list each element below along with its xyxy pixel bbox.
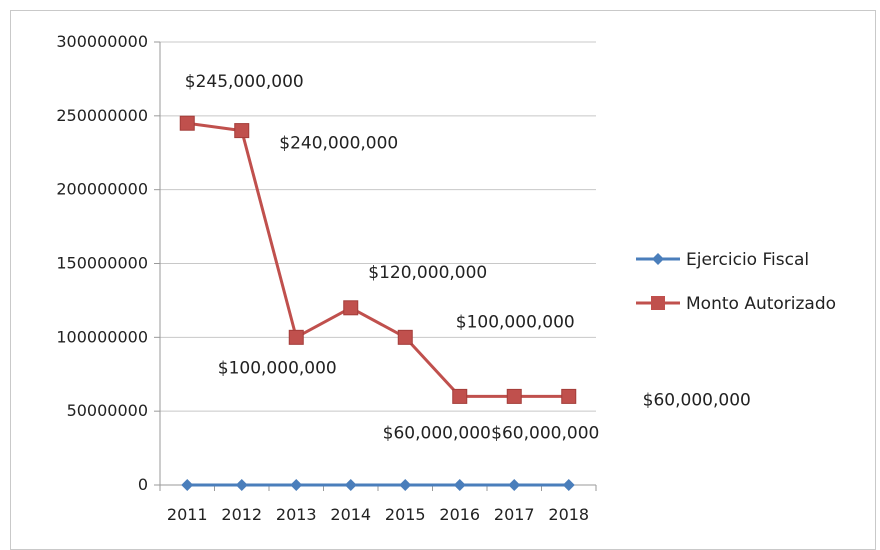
data-label: $60,000,000 — [491, 423, 599, 443]
series-line — [187, 121, 569, 398]
y-tick-label: 300000000 — [56, 32, 148, 51]
x-tick-label: 2016 — [439, 505, 480, 524]
x-tick-label: 2017 — [494, 505, 535, 524]
data-label: $100,000,000 — [218, 358, 337, 378]
y-tick-label: 250000000 — [56, 106, 148, 125]
data-point-square — [452, 388, 468, 404]
chart-frame — [10, 10, 876, 550]
x-tick-label: 2012 — [221, 505, 262, 524]
y-tick-label: 0 — [138, 475, 148, 494]
data-point-square — [179, 115, 195, 131]
x-tick-label: 2013 — [276, 505, 317, 524]
x-tick-label: 2018 — [548, 505, 589, 524]
legend-label: Ejercicio Fiscal — [686, 250, 809, 270]
data-label: $120,000,000 — [368, 263, 487, 283]
data-point-square — [343, 300, 359, 316]
data-point-diamond — [508, 479, 521, 491]
y-tick-label: 150000000 — [56, 254, 148, 273]
data-label: $245,000,000 — [185, 72, 304, 92]
data-point-diamond — [235, 479, 248, 491]
y-tick-label: 50000000 — [67, 401, 148, 420]
data-point-diamond — [344, 479, 357, 491]
data-point-diamond — [290, 479, 303, 491]
data-point-diamond — [453, 479, 466, 491]
data-point-square — [234, 123, 250, 139]
data-label: $100,000,000 — [456, 312, 575, 332]
y-tick-label: 100000000 — [56, 327, 148, 346]
x-tick-label: 2011 — [167, 505, 208, 524]
data-point-square — [561, 388, 577, 404]
data-point-square — [288, 329, 304, 345]
legend-marker-square — [651, 296, 665, 310]
data-point-square — [506, 388, 522, 404]
x-tick-label: 2015 — [385, 505, 426, 524]
data-label: $240,000,000 — [279, 134, 398, 154]
data-point-diamond — [399, 479, 412, 491]
data-point-diamond — [181, 479, 194, 491]
data-point-diamond — [562, 479, 575, 491]
data-label: $60,000,000 — [383, 423, 491, 443]
x-tick-label: 2014 — [330, 505, 371, 524]
y-tick-label: 200000000 — [56, 180, 148, 199]
data-label: $60,000,000 — [643, 390, 751, 410]
data-point-square — [397, 329, 413, 345]
legend-marker-diamond — [652, 253, 664, 265]
legend-label: Monto Autorizado — [686, 294, 836, 314]
